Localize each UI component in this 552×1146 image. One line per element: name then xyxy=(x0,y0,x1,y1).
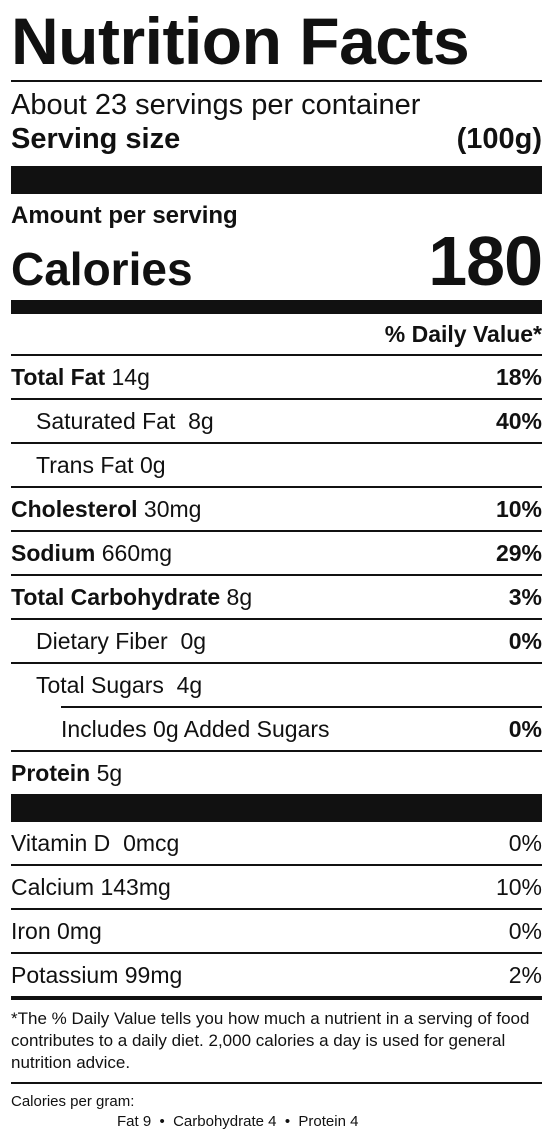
servings-per-container: About 23 servings per container xyxy=(11,89,421,121)
calories-label: Calories xyxy=(11,243,193,295)
nutrient-amount: 14g xyxy=(111,363,150,390)
nutrient-amount: 4g xyxy=(176,671,203,698)
nutrient-dv: 40% xyxy=(495,407,542,434)
vitamin-amount: 0mcg xyxy=(123,829,180,856)
nutrient-row-dietary-fiber: Dietary Fiber 0g 0% xyxy=(11,618,542,662)
nutrient-name: Sodium xyxy=(11,539,96,566)
nutrient-name: Cholesterol xyxy=(11,495,138,522)
vitamin-amount: 0mg xyxy=(57,917,102,944)
nutrient-row-trans-fat: Trans Fat 0g xyxy=(11,442,542,486)
nutrient-amount: 30mg xyxy=(143,495,202,522)
nutrient-name: Dietary Fiber xyxy=(36,627,168,654)
nutrient-amount: 0g xyxy=(139,451,166,478)
serving-size-value: (100g) xyxy=(456,123,542,155)
vitamin-name: Potassium xyxy=(11,961,119,988)
vitamin-row-potassium: Potassium 99mg 2% xyxy=(11,952,542,996)
nutrient-amount: 0g xyxy=(180,627,207,654)
nutrient-amount: 5g xyxy=(96,759,123,786)
vitamin-amount: 143mg xyxy=(100,873,171,900)
divider xyxy=(11,80,542,82)
serving-size-row: Serving size (100g) xyxy=(11,122,542,166)
nutrient-dv: 18% xyxy=(495,363,542,390)
nutrient-amount: 8g xyxy=(188,407,214,434)
divider xyxy=(11,1082,542,1084)
calories-row: Calories 180 xyxy=(11,222,543,300)
nutrient-row-protein: Protein 5g xyxy=(11,750,542,794)
nutrient-name: Saturated Fat xyxy=(36,407,176,434)
nutrient-row-added-sugars: Includes 0g Added Sugars 0% xyxy=(61,706,542,750)
nutrient-amount: 8g xyxy=(226,583,253,610)
nutrient-dv: 10% xyxy=(495,495,542,522)
nutrient-dv: 29% xyxy=(495,539,542,566)
thick-divider xyxy=(11,300,542,314)
nutrient-row-cholesterol: Cholesterol 30mg 10% xyxy=(11,486,542,530)
thick-divider xyxy=(11,794,542,822)
vitamin-amount: 99mg xyxy=(124,961,183,988)
nutrient-dv: 0% xyxy=(508,627,542,654)
calories-value: 180 xyxy=(428,222,543,300)
nutrient-name: Trans Fat xyxy=(36,451,134,478)
serving-size-label: Serving size xyxy=(11,123,181,155)
nutrient-dv: 3% xyxy=(508,583,542,610)
nutrient-dv: 0% xyxy=(508,715,542,742)
nutrient-name: Total Carbohydrate xyxy=(11,583,221,610)
nutrient-row-total-carbohydrate: Total Carbohydrate 8g 3% xyxy=(11,574,542,618)
nutrient-row-sodium: Sodium 660mg 29% xyxy=(11,530,542,574)
calories-per-gram-values: Fat 9 • Carbohydrate 4 • Protein 4 xyxy=(117,1113,359,1130)
nutrient-row-total-fat: Total Fat 14g 18% xyxy=(11,354,542,398)
thick-divider xyxy=(11,166,542,194)
vitamin-name: Vitamin D xyxy=(11,829,111,856)
nutrient-row-total-sugars: Total Sugars 4g xyxy=(11,662,542,706)
vitamin-name: Calcium xyxy=(11,873,95,900)
daily-value-footnote: *The % Daily Value tells you how much a … xyxy=(11,1009,530,1072)
vitamin-dv: 10% xyxy=(495,873,542,900)
amount-per-serving: Amount per serving xyxy=(11,202,238,229)
vitamin-name: Iron xyxy=(11,917,51,944)
nutrient-name: Includes 0g Added Sugars xyxy=(61,715,330,742)
nutrient-name: Total Sugars xyxy=(36,671,164,698)
vitamin-dv: 2% xyxy=(508,961,542,988)
daily-value-header: % Daily Value* xyxy=(384,321,542,347)
calories-per-gram-label: Calories per gram: xyxy=(11,1093,135,1110)
vitamin-dv: 0% xyxy=(508,917,542,944)
nutrient-amount: 660mg xyxy=(101,539,173,566)
vitamin-row-iron: Iron 0mg 0% xyxy=(11,908,542,952)
nutrient-name: Protein xyxy=(11,759,91,786)
nutrient-name: Total Fat xyxy=(11,363,106,390)
vitamin-dv: 0% xyxy=(508,829,542,856)
vitamin-row-vitamin-d: Vitamin D 0mcg 0% xyxy=(11,822,542,864)
vitamin-row-calcium: Calcium 143mg 10% xyxy=(11,864,542,908)
label-title: Nutrition Facts xyxy=(11,4,470,78)
nutrient-row-saturated-fat: Saturated Fat 8g 40% xyxy=(11,398,542,442)
divider xyxy=(11,996,542,1000)
